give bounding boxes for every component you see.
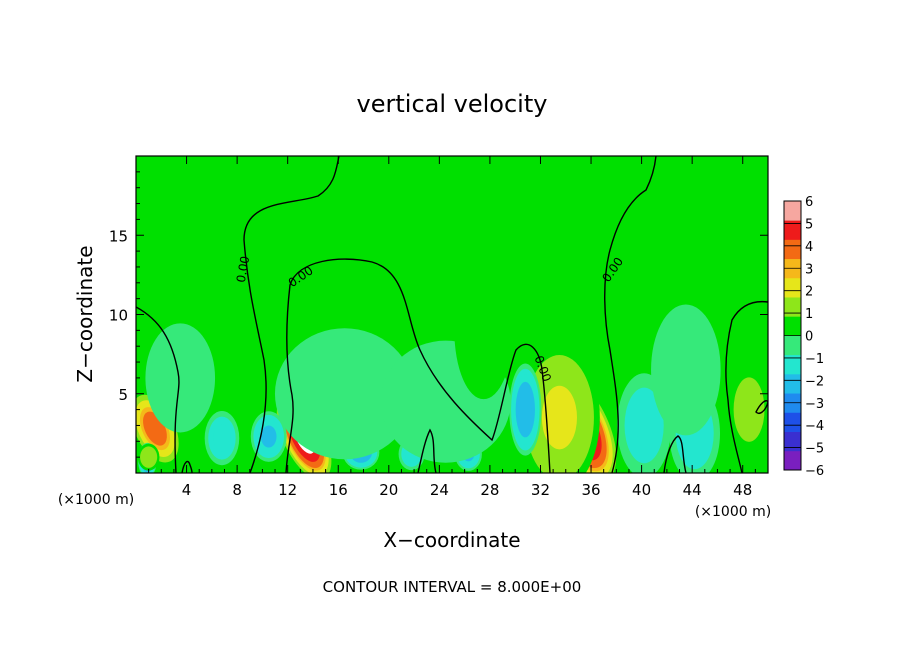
colorbar: 6 5 4 3 2 1 0 −1 −2 −3 −4 −5 −6 <box>783 195 824 479</box>
colorbar-segment <box>784 239 801 260</box>
x-tick-label: 20 <box>379 481 398 499</box>
y-tick-label: 15 <box>109 227 128 245</box>
zero-contours <box>136 156 768 473</box>
colorbar-segment <box>784 201 801 221</box>
x-tick-label: 24 <box>430 481 449 499</box>
zero-contour-line <box>725 300 768 473</box>
velocity-cell <box>274 328 415 460</box>
x-tick-label: 4 <box>182 481 192 499</box>
x-tick-label: 12 <box>278 481 297 499</box>
x-tick-label: 28 <box>480 481 499 499</box>
zero-contour-line <box>136 306 180 473</box>
velocity-cell <box>724 359 768 460</box>
colorbar-segment <box>784 220 801 240</box>
colorbar-tick-label: −3 <box>805 397 824 412</box>
x-axis-unit: (×1000 m) <box>695 504 771 520</box>
contour-interval-note: CONTOUR INTERVAL = 8.000E+00 <box>323 578 582 596</box>
colorbar-tick-label: 3 <box>805 262 813 277</box>
colorbar-tick-label: 4 <box>805 240 813 255</box>
velocity-cell <box>509 363 542 456</box>
x-axis: 4 8 12 16 20 24 28 32 36 40 44 48 <box>148 156 756 499</box>
colorbar-segment <box>784 297 801 317</box>
x-tick-label: 16 <box>329 481 348 499</box>
colorbar-segment <box>784 412 801 432</box>
y-axis-label: Z−coordinate <box>73 245 97 382</box>
x-tick-label: 44 <box>683 481 702 499</box>
colorbar-tick-label: 5 <box>805 217 813 232</box>
velocity-cell <box>454 261 513 400</box>
colorbar-segment <box>784 373 801 394</box>
colorbar-tick-label: −5 <box>805 442 824 457</box>
contour-label: 0.00 <box>234 255 252 284</box>
colorbar-tick-label: 1 <box>805 307 813 322</box>
colorbar-tick-label: −1 <box>805 352 824 367</box>
y-tick-label: 10 <box>109 307 128 325</box>
y-axis: 5 10 15 <box>109 171 768 458</box>
colorbar-segment <box>784 335 801 356</box>
plot-area: 0.00 0.00 0.00 0.00 <box>135 155 769 474</box>
velocity-cell <box>145 323 216 433</box>
colorbar-tick-label: 0 <box>805 330 813 345</box>
zero-contour-line <box>417 428 437 473</box>
velocity-cell <box>137 443 160 471</box>
colorbar-segment <box>784 354 801 375</box>
colorbar-segment <box>784 450 801 471</box>
zero-contour-line <box>604 156 657 473</box>
velocity-cell <box>651 304 721 436</box>
colorbar-tick-label: −2 <box>805 374 824 389</box>
colorbar-tick-label: −6 <box>805 464 824 479</box>
colorbar-segment <box>784 277 801 298</box>
zero-contour-line <box>285 258 551 473</box>
velocity-cell <box>204 411 240 466</box>
velocity-field <box>136 261 768 473</box>
colorbar-tick-label: 6 <box>805 195 813 210</box>
colorbar-tick-label: −4 <box>805 419 824 434</box>
x-tick-label: 32 <box>531 481 550 499</box>
zero-contour-line <box>243 156 340 473</box>
y-axis-unit: (×1000 m) <box>58 492 134 508</box>
y-tick-label: 5 <box>118 386 128 404</box>
zero-contour-line <box>755 400 768 414</box>
x-axis-label: X−coordinate <box>383 528 520 552</box>
x-tick-label: 36 <box>581 481 600 499</box>
zero-contour-line <box>663 435 687 473</box>
x-tick-label: 40 <box>632 481 651 499</box>
zero-contour-line <box>181 460 193 473</box>
colorbar-tick-label: 2 <box>805 285 813 300</box>
x-tick-label: 8 <box>232 481 242 499</box>
colorbar-segment <box>784 316 801 336</box>
velocity-cell <box>519 344 600 473</box>
colorbar-segment <box>784 431 801 452</box>
chart-title: vertical velocity <box>357 90 548 118</box>
x-tick-label: 48 <box>733 481 752 499</box>
velocity-cell <box>250 411 287 462</box>
